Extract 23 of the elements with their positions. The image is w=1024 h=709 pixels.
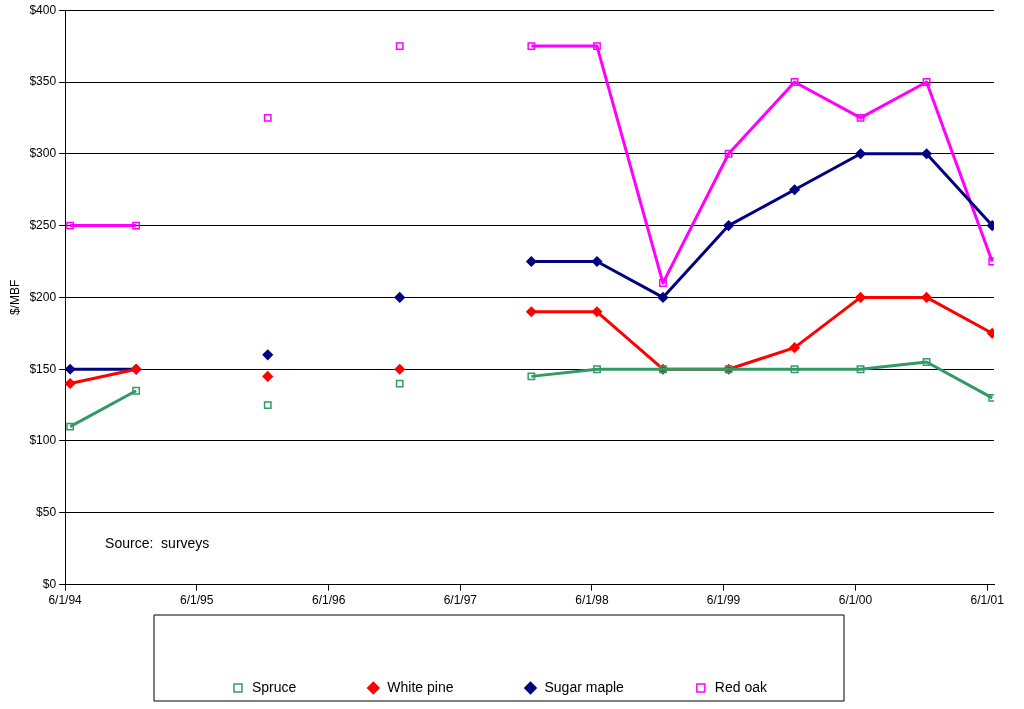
y-axis-title: $/MBF (7, 279, 22, 316)
legend-label: White pine (387, 678, 454, 695)
y-tick-label: $100 (29, 433, 57, 448)
y-tick-label: $400 (29, 2, 57, 17)
x-tick-label: 6/1/98 (575, 593, 609, 608)
x-tick-label: 6/1/99 (706, 593, 741, 608)
y-tick-label: $0 (42, 576, 57, 591)
y-tick-label: $200 (29, 289, 57, 304)
y-tick-label: $150 (29, 361, 57, 376)
y-tick-label: $350 (29, 74, 57, 89)
x-tick-label: 6/1/95 (180, 593, 214, 608)
x-tick-label: 6/1/94 (48, 593, 83, 608)
annotation: Source: surveys (105, 535, 210, 552)
y-tick-label: $300 (29, 146, 57, 161)
y-tick-label: $50 (36, 505, 57, 520)
legend-label: Spruce (251, 678, 297, 695)
legend-label: Sugar maple (544, 678, 625, 695)
x-tick-label: 6/1/00 (838, 593, 873, 608)
x-tick-label: 6/1/96 (312, 593, 346, 608)
legend-label: Red oak (714, 678, 769, 695)
x-tick-label: 6/1/97 (443, 593, 478, 608)
x-tick-label: 6/1/01 (970, 593, 1005, 608)
y-tick-label: $250 (29, 217, 57, 232)
